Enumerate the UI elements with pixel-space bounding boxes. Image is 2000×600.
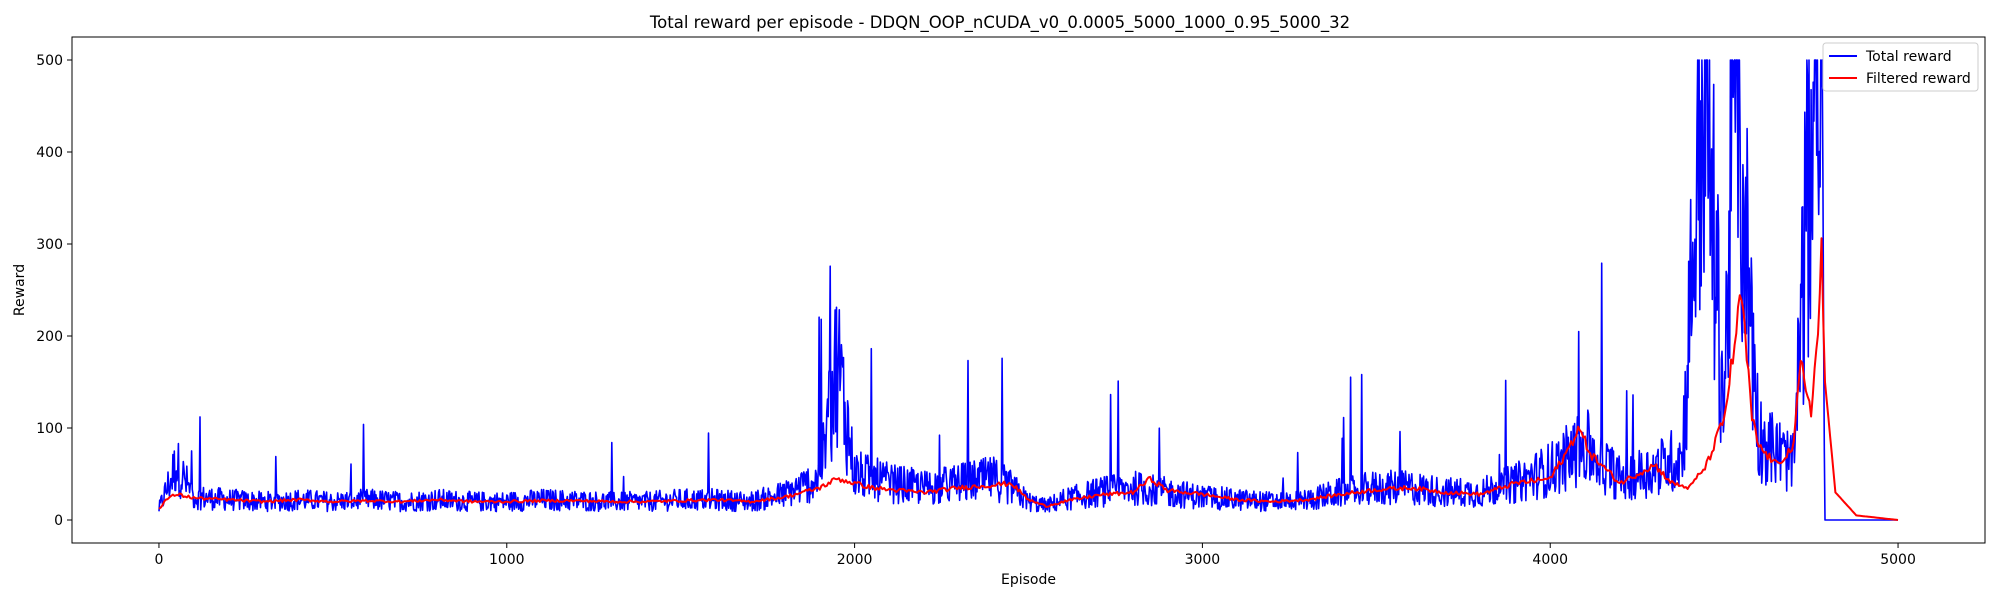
legend-box [1822,42,1979,92]
x-tick-label: 1000 [489,552,525,568]
y-tick-label: 0 [54,513,63,529]
plot-frame [71,36,1986,544]
x-axis-ticks: 0 1000 2000 3000 4000 5000 [154,543,1916,568]
x-tick-label: 4000 [1532,552,1568,568]
y-tick-label: 200 [36,329,63,345]
x-tick-label: 0 [154,552,163,568]
x-tick-label: 5000 [1880,552,1916,568]
x-axis-label: Episode [1001,572,1056,588]
legend: Total reward Filtered reward [1822,42,1979,92]
y-axis-label: Reward [12,264,28,316]
x-tick-label: 2000 [837,552,873,568]
legend-label: Total reward [1865,49,1952,65]
y-tick-label: 100 [36,421,63,437]
y-tick-label: 400 [36,145,63,161]
legend-label: Filtered reward [1866,71,1971,87]
y-tick-label: 300 [36,237,63,253]
y-tick-label: 500 [36,53,63,69]
chart-title: Total reward per episode - DDQN_OOP_nCUD… [649,13,1350,33]
y-axis-ticks: 0 100 200 300 400 500 [36,53,72,529]
x-tick-label: 3000 [1185,552,1221,568]
series-layer [158,59,1899,521]
filtered-reward-line [158,237,1899,521]
